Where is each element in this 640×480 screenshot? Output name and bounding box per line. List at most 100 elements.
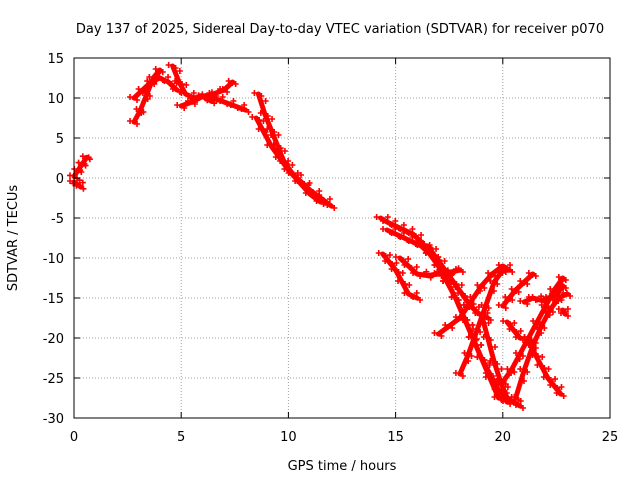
data-point (524, 301, 531, 307)
data-point (461, 350, 468, 356)
data-point (491, 386, 498, 392)
data-point (465, 334, 472, 340)
data-point (227, 102, 234, 108)
data-point (466, 304, 473, 310)
y-tick-label: -5 (51, 212, 64, 227)
data-point (249, 114, 256, 120)
data-point (539, 354, 546, 360)
data-point (492, 344, 499, 350)
data-point (147, 80, 154, 86)
data-point (529, 272, 536, 278)
x-tick-label: 0 (70, 430, 78, 445)
data-point (420, 242, 427, 248)
data-point (492, 273, 499, 279)
data-point (198, 93, 205, 100)
series-track-23 (521, 334, 567, 399)
data-series (67, 62, 574, 411)
series-track-19 (500, 318, 526, 343)
series-track-7 (206, 94, 252, 115)
data-point (560, 393, 567, 399)
data-point (168, 81, 175, 87)
data-point (277, 145, 284, 151)
series-track-24 (555, 306, 571, 319)
data-point (267, 132, 274, 138)
data-point (245, 109, 252, 115)
data-point (494, 281, 501, 287)
data-point (234, 105, 241, 111)
data-point (555, 274, 562, 280)
data-point (502, 305, 509, 311)
data-point (474, 282, 481, 288)
y-tick-label: -15 (43, 292, 64, 307)
data-point (455, 297, 462, 303)
data-point (444, 269, 451, 275)
data-point (515, 397, 522, 403)
data-point (459, 317, 466, 323)
data-point (478, 302, 485, 308)
data-point (481, 357, 488, 363)
data-point (230, 98, 237, 104)
y-tick-label: -10 (43, 252, 64, 267)
data-point (373, 214, 380, 220)
data-point (441, 258, 448, 264)
series-track-1 (67, 153, 93, 182)
data-point (474, 310, 481, 316)
data-point (324, 202, 331, 208)
data-point (485, 270, 492, 276)
data-point (165, 62, 172, 68)
data-point (502, 381, 509, 387)
data-point (538, 293, 545, 300)
data-point (144, 96, 151, 102)
data-point (459, 269, 466, 275)
data-point (525, 270, 532, 276)
data-point (564, 313, 571, 319)
data-point (521, 334, 528, 340)
data-point (506, 398, 513, 404)
data-point (549, 309, 556, 315)
data-point (554, 290, 561, 296)
data-point (507, 262, 514, 268)
data-point (542, 306, 549, 312)
data-point (399, 270, 406, 276)
data-point (392, 218, 399, 224)
data-point (405, 238, 412, 244)
data-point (133, 106, 140, 112)
data-point (555, 306, 562, 312)
y-tick-label: -30 (43, 412, 64, 427)
data-point (326, 196, 333, 202)
data-point (500, 394, 507, 400)
data-point (524, 369, 531, 375)
data-point (401, 262, 408, 268)
data-point (532, 340, 539, 346)
data-point (562, 277, 569, 283)
data-point (534, 296, 541, 303)
data-point (511, 369, 518, 375)
data-point (449, 325, 456, 331)
data-point (502, 266, 509, 272)
data-point (269, 116, 276, 122)
data-point (455, 290, 462, 296)
data-point (229, 80, 236, 86)
data-point (299, 181, 306, 187)
data-point (417, 273, 424, 279)
data-point (309, 193, 316, 199)
data-point (75, 159, 82, 166)
data-point (176, 68, 183, 74)
data-point (532, 273, 539, 279)
data-point (506, 326, 513, 332)
data-point (438, 333, 445, 339)
data-point (529, 294, 536, 300)
data-point (458, 282, 465, 288)
data-point (465, 358, 472, 364)
data-point (427, 274, 434, 281)
data-point (157, 68, 164, 74)
data-point (567, 293, 574, 299)
data-point (67, 178, 73, 184)
data-point (508, 286, 515, 292)
data-point (541, 325, 548, 331)
data-point (463, 298, 470, 304)
data-point (480, 334, 487, 340)
data-point (272, 154, 279, 160)
data-point (444, 324, 451, 330)
